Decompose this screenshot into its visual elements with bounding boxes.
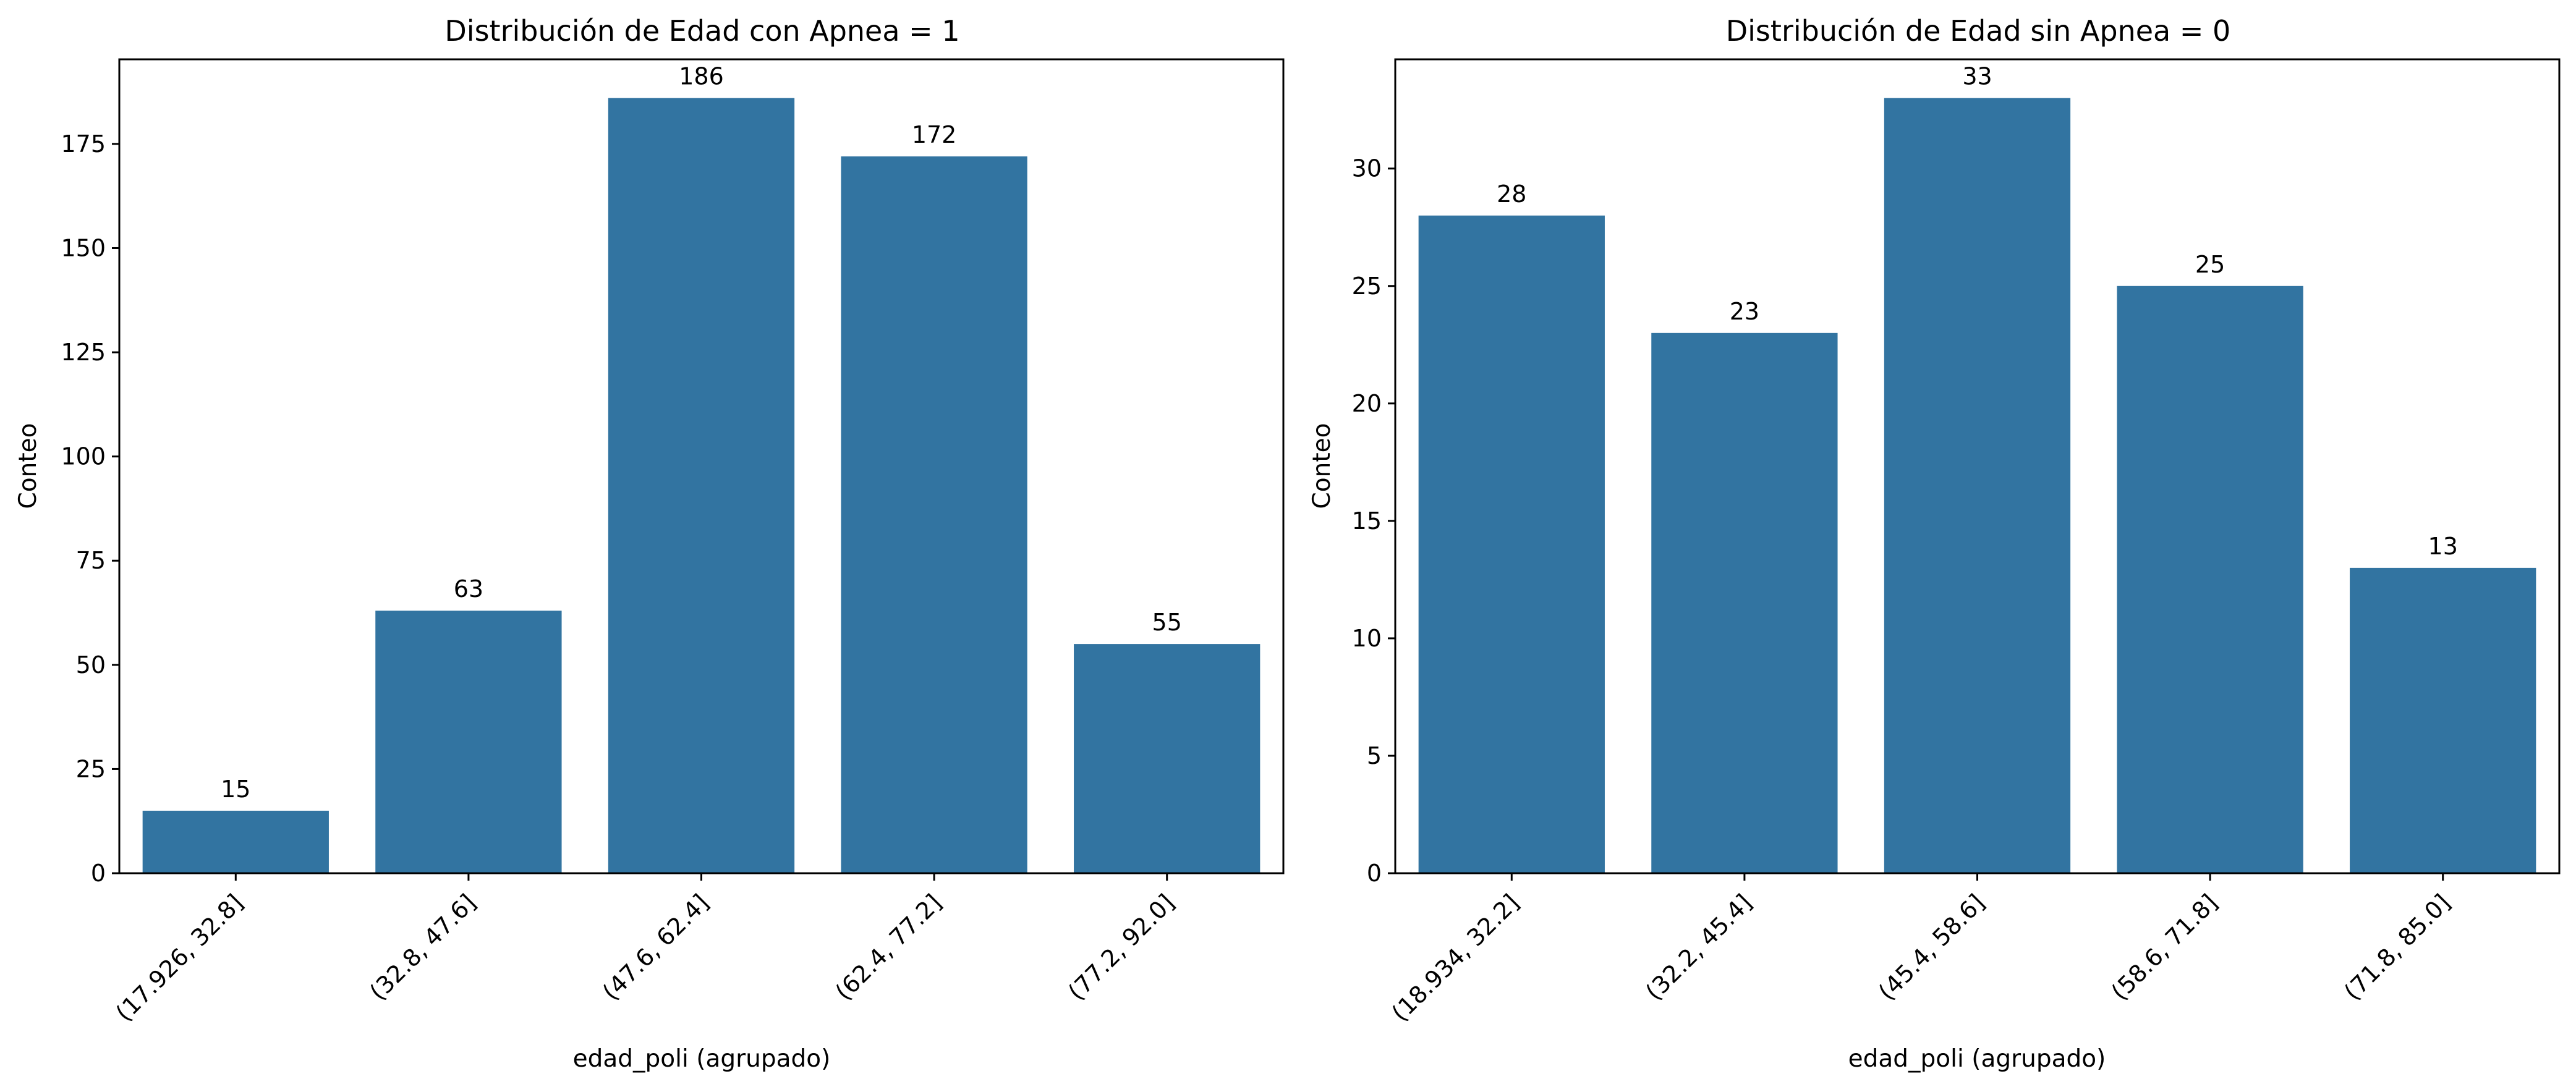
bar-0: [142, 810, 329, 873]
bar-series: [142, 98, 1260, 874]
bar-2: [608, 98, 795, 874]
bar-4: [1074, 644, 1260, 873]
bar-value-label-0: 28: [1497, 180, 1526, 208]
bar-value-label-2: 186: [679, 63, 724, 90]
y-tick-label-2: 50: [76, 651, 106, 679]
y-axis: 0 25 50 75 100 125 150 175: [61, 130, 119, 887]
bar-3: [841, 156, 1027, 873]
y-tick-label-6: 30: [1352, 155, 1382, 182]
bar-value-labels: 28 23 33 25 13: [1497, 63, 2458, 560]
y-tick-label-6: 150: [61, 234, 106, 261]
y-tick-label-3: 15: [1352, 507, 1382, 535]
bar-series: [1418, 98, 2536, 874]
bar-value-label-4: 55: [1152, 609, 1182, 636]
y-tick-label-5: 25: [1352, 273, 1382, 300]
bar-value-label-0: 15: [221, 776, 250, 803]
bar-1: [375, 611, 562, 873]
y-tick-label-3: 75: [76, 547, 106, 574]
bar-value-label-4: 13: [2428, 533, 2458, 560]
chart-title: Distribución de Edad con Apnea = 1: [444, 14, 959, 48]
bar-1: [1651, 332, 1838, 873]
bar-value-labels: 15 63 186 172 55: [221, 63, 1182, 803]
plot-frame: [118, 58, 1285, 874]
y-axis: 0 5 10 15 20 25 30: [1352, 155, 1395, 887]
bar-0: [1418, 215, 1605, 873]
y-tick-label-5: 125: [61, 339, 106, 366]
y-tick-label-1: 5: [1367, 742, 1382, 769]
y-axis-label: Conteo: [1308, 423, 1336, 509]
bar-2: [1884, 98, 2071, 874]
bar-value-label-1: 23: [1730, 298, 1759, 325]
bar-value-label-3: 25: [2195, 251, 2225, 278]
y-tick-label-2: 10: [1352, 625, 1382, 652]
chart-apnea-1: Distribución de Edad con Apnea = 1 15631…: [14, 14, 1285, 1073]
y-tick-label-1: 25: [76, 755, 106, 782]
y-tick-label-4: 100: [61, 443, 106, 470]
plot-frame: [1394, 58, 2561, 874]
bar-value-label-2: 33: [1962, 63, 1992, 90]
y-axis-label: Conteo: [14, 423, 42, 509]
chart-title: Distribución de Edad sin Apnea = 0: [1726, 14, 2231, 48]
y-tick-label-0: 0: [1367, 860, 1382, 887]
y-tick-label-4: 20: [1352, 390, 1382, 417]
bar-3: [2117, 286, 2303, 873]
y-tick-label-0: 0: [91, 860, 106, 887]
y-tick-label-7: 175: [61, 130, 106, 158]
bar-value-label-3: 172: [912, 121, 957, 148]
bar-4: [2350, 567, 2536, 873]
chart-apnea-0: Distribución de Edad sin Apnea = 0 28 23 3…: [1308, 14, 2561, 1073]
x-axis-label: edad_poli (agrupado): [1848, 1045, 2106, 1073]
x-axis-label: edad_poli (agrupado): [573, 1045, 831, 1073]
bar-value-label-1: 63: [454, 575, 483, 603]
